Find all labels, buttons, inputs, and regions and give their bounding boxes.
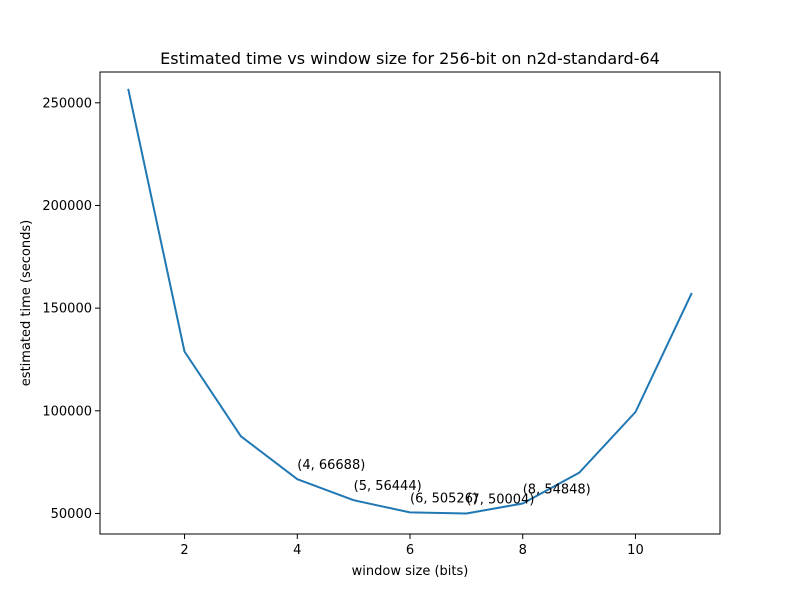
annotation-label: (5, 56444) <box>354 479 422 494</box>
y-tick-label: 200000 <box>42 199 92 214</box>
point-annotations: (4, 66688) (5, 56444)(6, 50526)(7, 50004)… <box>297 458 591 507</box>
plot-area <box>99 71 721 535</box>
chart-title: Estimated time vs window size for 256-bi… <box>160 49 660 68</box>
y-tick-label: 100000 <box>42 404 92 419</box>
x-tick-label: 4 <box>293 543 301 558</box>
annotation-label: (7, 50004) <box>466 492 534 507</box>
y-tick-label: 250000 <box>42 96 92 111</box>
x-tick-label: 8 <box>519 543 527 558</box>
x-tick-label: 2 <box>180 543 188 558</box>
x-axis-label: window size (bits) <box>352 564 469 579</box>
annotation-label: (4, 66688) <box>297 458 365 473</box>
annotation-label: (6, 50526) <box>410 491 478 506</box>
x-axis-ticks: 2 4 6 8 10 <box>180 534 644 558</box>
annotation-label: (8, 54848) <box>523 483 591 498</box>
series-line <box>127 88 693 515</box>
x-tick-label: 10 <box>627 543 644 558</box>
y-tick-label: 150000 <box>42 302 92 317</box>
y-axis-ticks: 50000 100000 150000 200000 250000 <box>42 96 100 522</box>
y-tick-label: 50000 <box>51 507 92 522</box>
x-tick-label: 6 <box>406 543 414 558</box>
y-axis-label: estimated time (seconds) <box>19 220 34 386</box>
